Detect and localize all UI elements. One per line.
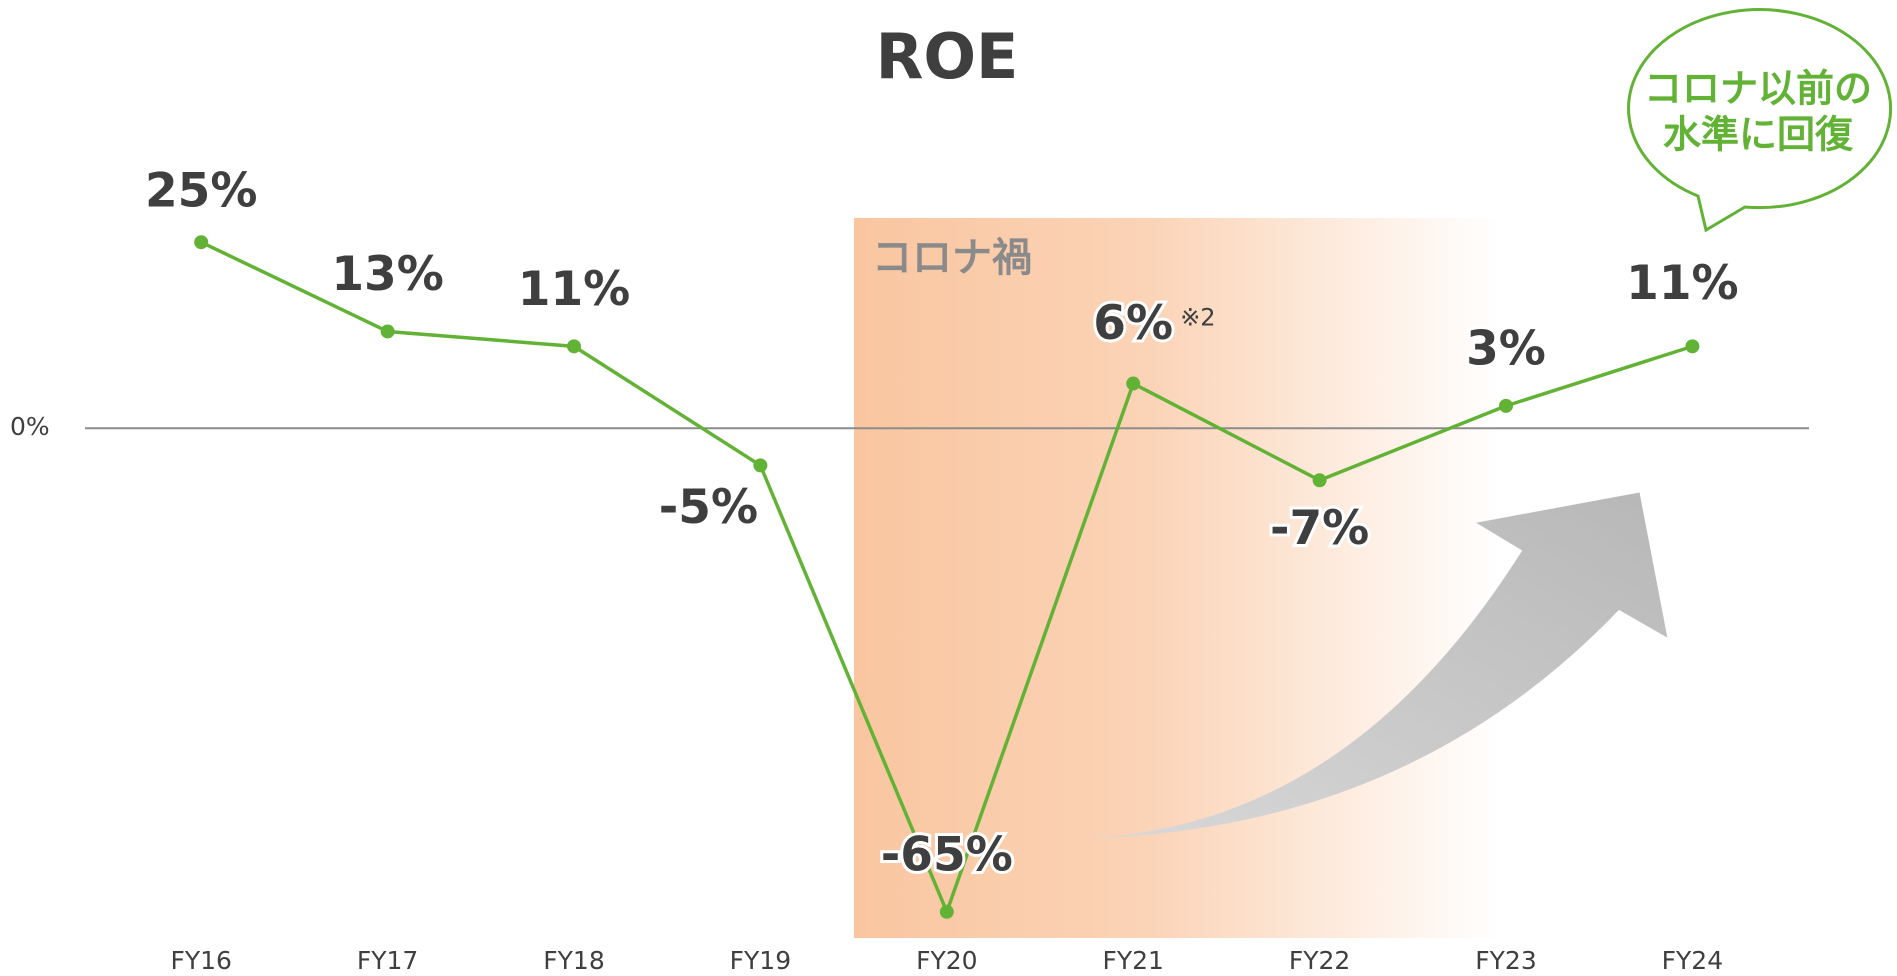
data-label: -65% [881, 827, 1013, 882]
trend-arrow [1070, 492, 1668, 839]
x-tick-label: FY23 [1475, 946, 1536, 975]
data-label: 6% [1093, 296, 1173, 351]
point [380, 324, 395, 339]
data-label: 13% [331, 247, 444, 302]
x-tick-label: FY18 [543, 946, 604, 975]
data-label: -5% [659, 480, 758, 535]
x-tick-label: FY16 [170, 946, 231, 975]
note-mark: ※2 [1180, 304, 1215, 332]
point [567, 339, 581, 354]
x-tick-label: FY20 [916, 946, 977, 975]
bubble-line: コロナ以前の [1644, 67, 1872, 111]
y-tick-label: 0% [10, 412, 50, 441]
data-label: -7% [1270, 501, 1369, 556]
point [753, 458, 768, 473]
chart-title: ROE [876, 20, 1019, 93]
point [1312, 473, 1327, 488]
data-label: 25% [145, 164, 258, 219]
x-tick-label: FY17 [357, 946, 418, 975]
speech-bubble: コロナ以前の 水準に回復 [1627, 8, 1893, 233]
data-label: 3% [1466, 321, 1546, 376]
x-tick-label: FY19 [730, 946, 791, 975]
x-tick-label: FY22 [1289, 946, 1350, 975]
point [1499, 398, 1513, 413]
period-label: コロナ禍 [872, 235, 1032, 281]
data-label: 11% [518, 262, 631, 317]
x-tick-label: FY21 [1102, 946, 1163, 975]
point [1126, 376, 1141, 391]
data-label: 11% [1626, 256, 1739, 311]
point [1685, 339, 1700, 354]
period-shade [854, 218, 1500, 938]
x-tick-label: FY24 [1662, 946, 1723, 975]
point [194, 235, 209, 250]
point [939, 904, 954, 919]
bubble-line: 水準に回復 [1663, 113, 1854, 157]
